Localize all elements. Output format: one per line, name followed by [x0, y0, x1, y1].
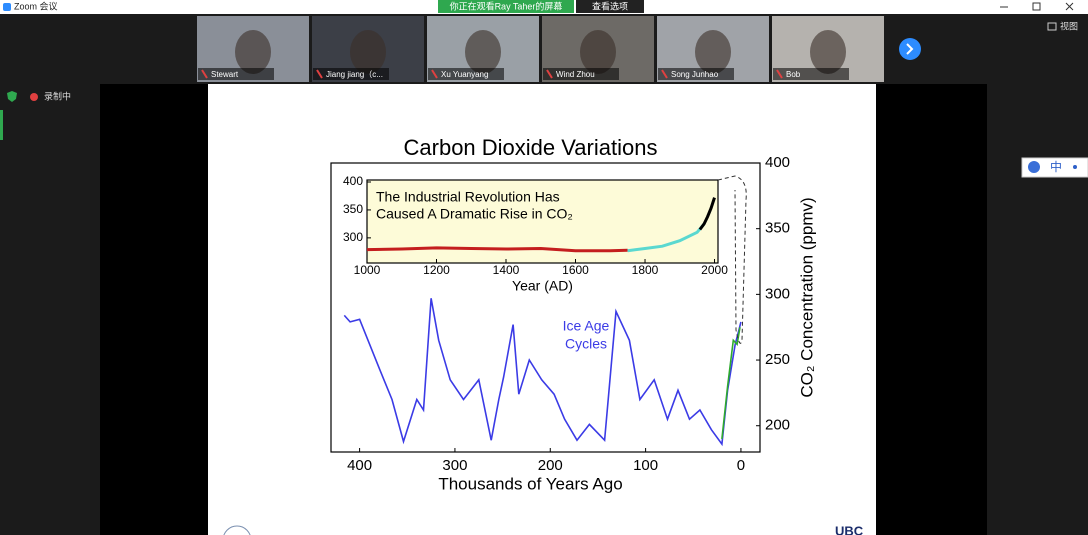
window-title: Zoom 会议: [14, 0, 58, 11]
y-tick-label: 400: [343, 174, 363, 188]
x-tick-label: 0: [737, 457, 745, 474]
participant-name: Song Junhao: [671, 70, 719, 79]
ime-mode[interactable]: 中: [1050, 159, 1062, 174]
security-icon: [7, 91, 17, 102]
ime-toolbar: [1021, 157, 1088, 178]
plot-frame: [330, 162, 761, 453]
x-tick-label: 1400: [493, 263, 520, 277]
zoom-connector: [717, 175, 747, 344]
x-tick-label: 1600: [562, 263, 589, 277]
participant-figure: [695, 30, 731, 74]
annotation: Cycles: [565, 336, 607, 352]
mic-muted-icon: [776, 69, 783, 79]
participant-figure: [465, 30, 501, 74]
mic-muted-icon: [316, 69, 323, 79]
y-tick-label: 350: [765, 220, 790, 237]
inset-title: The Industrial Revolution Has: [376, 189, 560, 205]
next-arrow: [906, 43, 914, 55]
y-axis-label: CO₂ Concentration (ppmv): [797, 197, 816, 397]
x-tick-label: 1200: [423, 263, 450, 277]
x-axis-label: Thousands of Years Ago: [438, 474, 622, 493]
y-tick-label: 300: [765, 285, 790, 302]
side-indicator: [0, 110, 3, 140]
x-tick-label: 1000: [354, 263, 381, 277]
view-options-button[interactable]: [576, 0, 644, 13]
next-page-button[interactable]: [899, 38, 921, 60]
record-dot: [30, 93, 38, 101]
data-line: [343, 298, 742, 447]
name-tag-bg: [658, 68, 734, 80]
share-banner-text: 你正在观看Ray Taher的屏幕: [450, 0, 563, 11]
participant-figure: [580, 30, 616, 74]
inset-title: Caused A Dramatic Rise in CO₂: [376, 206, 573, 222]
slide-logo: UBC: [835, 523, 864, 535]
x-tick-label: 2000: [701, 263, 728, 277]
x-axis-label: Year (AD): [512, 278, 573, 294]
slide: [208, 84, 876, 535]
y-tick-label: 300: [343, 230, 363, 244]
chart-title: Carbon Dioxide Variations: [404, 135, 658, 160]
mic-muted-icon: [546, 69, 553, 79]
x-tick-label: 1800: [632, 263, 659, 277]
name-tag-bg: [313, 68, 389, 80]
data-line: [366, 246, 628, 253]
y-tick-label: 350: [343, 202, 363, 216]
mic-muted-icon: [431, 69, 438, 79]
zoom-icon: [3, 3, 11, 11]
name-tag-bg: [428, 68, 504, 80]
annotation: Ice Age: [563, 318, 610, 334]
name-tag-bg: [773, 68, 849, 80]
plot-frame: [366, 179, 719, 264]
name-tag-bg: [198, 68, 274, 80]
name-tag-bg: [543, 68, 619, 80]
participant-figure: [810, 30, 846, 74]
y-tick-label: 250: [765, 351, 790, 368]
x-tick-label: 100: [633, 457, 658, 474]
x-tick-label: 400: [347, 457, 372, 474]
data-line: [627, 222, 706, 253]
participant-name: Xu Yuanyang: [441, 70, 488, 79]
participant-strip: Stewart Jiang jiang（c... Xu Yuanyang Wind Z…: [197, 16, 884, 82]
y-tick-label: 400: [765, 154, 790, 171]
view-button[interactable]: 视图: [1060, 20, 1078, 31]
ime-icon: [1028, 161, 1040, 173]
participant-name: Jiang jiang（c...: [326, 70, 383, 79]
mic-muted-icon: [661, 69, 668, 79]
participant-name: Bob: [786, 70, 801, 79]
x-tick-label: 300: [442, 457, 467, 474]
y-tick-label: 200: [765, 417, 790, 434]
participant-name: Stewart: [211, 70, 239, 79]
seal-logo: [223, 525, 251, 535]
participant-figure: [235, 30, 271, 74]
data-line: [721, 327, 741, 439]
ime-dot: [1073, 165, 1077, 169]
x-tick-label: 200: [538, 457, 563, 474]
participant-figure: [350, 30, 386, 74]
participant-name: Wind Zhou: [556, 70, 595, 79]
recording-label: 录制中: [44, 90, 71, 101]
data-line: [698, 197, 716, 231]
view-icon: [1047, 22, 1057, 31]
close-button[interactable]: [1065, 2, 1074, 11]
share-banner: [438, 0, 574, 13]
maximize-button[interactable]: [1032, 2, 1041, 11]
view-options-text: 查看选项: [592, 0, 628, 11]
mic-muted-icon: [201, 69, 208, 79]
